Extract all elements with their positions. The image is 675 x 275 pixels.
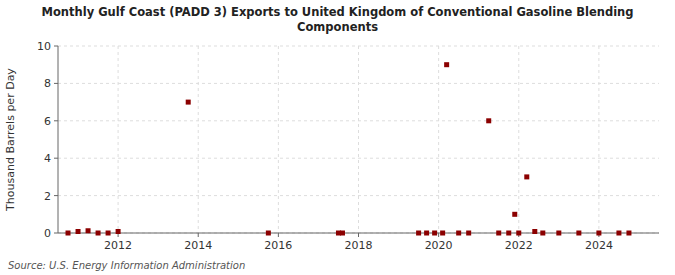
y-grid-line [58, 195, 659, 196]
x-grid-line [118, 46, 119, 233]
point [616, 231, 621, 236]
x-tick-label: 2018 [345, 239, 373, 252]
y-tick [54, 195, 58, 196]
y-tick-label: 8 [44, 77, 51, 90]
x-grid-line [278, 46, 279, 233]
grid [58, 46, 659, 233]
point [466, 231, 471, 236]
y-tick-label: 10 [37, 40, 51, 53]
point [540, 231, 545, 236]
x-axis-line [58, 233, 659, 234]
x-tick-label: 2024 [585, 239, 613, 252]
chart-svg: Monthly Gulf Coast (PADD 3) Exports to U… [0, 0, 675, 275]
y-tick [54, 233, 58, 234]
y-tick-label: 0 [44, 227, 51, 240]
x-grid-line [438, 46, 439, 233]
title-line: Components [297, 20, 378, 34]
x-tick [438, 233, 439, 237]
x-grid-line [518, 46, 519, 233]
x-grid-line [358, 46, 359, 233]
point [116, 229, 121, 234]
source-note: Source: U.S. Energy Information Administ… [8, 260, 245, 271]
point [524, 174, 529, 179]
chart-container: Monthly Gulf Coast (PADD 3) Exports to U… [0, 0, 675, 275]
point [440, 231, 445, 236]
x-grid-line [598, 46, 599, 233]
point [486, 118, 491, 123]
point [66, 231, 71, 236]
x-tick [198, 233, 199, 237]
x-tick-label: 2022 [505, 239, 533, 252]
point [266, 231, 271, 236]
y-axis-line [58, 46, 59, 233]
point [626, 231, 631, 236]
title: Monthly Gulf Coast (PADD 3) Exports to U… [41, 5, 633, 34]
point [532, 229, 537, 234]
point [456, 231, 461, 236]
point [496, 231, 501, 236]
y-axis-label: Thousand Barrels per Day [4, 68, 17, 212]
y-grid-line [58, 158, 659, 159]
title-line: Monthly Gulf Coast (PADD 3) Exports to U… [41, 5, 633, 19]
x-tick [358, 233, 359, 237]
point [96, 231, 101, 236]
point [506, 231, 511, 236]
x-tick-label: 2016 [264, 239, 292, 252]
point [596, 231, 601, 236]
point [432, 231, 437, 236]
x-tick-label: 2012 [104, 239, 132, 252]
y-tick [54, 46, 58, 47]
y-tick-label: 2 [44, 190, 51, 203]
y-tick [54, 158, 58, 159]
point [340, 231, 345, 236]
point [556, 231, 561, 236]
axes: 0 2 4 6 8 10 2012 2014 2016 2018 2020 2022 2024 [37, 40, 659, 252]
x-tick-label: 2020 [425, 239, 453, 252]
point [416, 231, 421, 236]
y-tick [54, 83, 58, 84]
y-grid-line [58, 233, 659, 234]
point [86, 228, 91, 233]
point [186, 100, 191, 105]
point [106, 231, 111, 236]
point [516, 231, 521, 236]
point [576, 231, 581, 236]
points [66, 62, 632, 235]
point [512, 212, 517, 217]
background [0, 0, 675, 275]
point [424, 231, 429, 236]
point [444, 62, 449, 67]
y-tick [54, 120, 58, 121]
x-tick-label: 2014 [184, 239, 212, 252]
y-tick-label: 6 [44, 115, 51, 128]
x-grid-line [198, 46, 199, 233]
x-tick [278, 233, 279, 237]
y-tick-label: 4 [44, 152, 51, 165]
point [76, 229, 81, 234]
